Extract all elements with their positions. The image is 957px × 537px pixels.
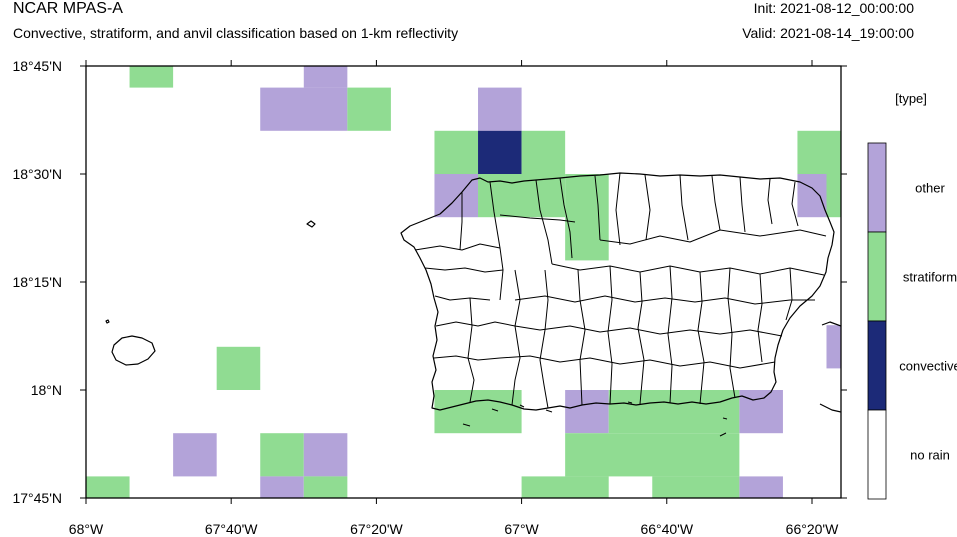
y-tick-label: 18°30'N [12, 166, 62, 182]
precip-type-cells [86, 66, 841, 498]
legend: [type] other stratiform convective no rain [867, 91, 957, 500]
legend-label: no rain [910, 448, 950, 463]
municipality-border [599, 229, 827, 245]
municipality-border [577, 269, 586, 406]
x-tick-label: 66°20'W [786, 521, 839, 537]
cell-other [260, 476, 304, 498]
legend-label: convective [899, 359, 957, 374]
municipality-border [514, 295, 815, 305]
y-tick-label: 17°45'N [12, 490, 62, 506]
municipality-border [514, 325, 783, 337]
municipality-border [434, 295, 491, 301]
municipality-border [535, 179, 553, 265]
mona-island-outline [111, 335, 156, 366]
legend-label: stratiform [903, 270, 957, 285]
main-island-outline [400, 172, 835, 411]
municipality-border [489, 181, 504, 301]
x-tick-label: 67°W [504, 521, 539, 537]
x-tick-label: 68°W [69, 521, 104, 537]
municipality-border [767, 178, 773, 225]
valid-time: Valid: 2021-08-14_19:00:00 [742, 25, 914, 41]
municipality-border [559, 177, 573, 259]
cell-other [173, 433, 217, 477]
cell-stratiform [347, 87, 391, 131]
x-tick-label: 66°40'W [640, 521, 693, 537]
municipality-border [607, 265, 613, 405]
x-tick-label: 67°40'W [205, 521, 258, 537]
municipality-border [459, 192, 463, 251]
municipality-border [711, 175, 721, 231]
cell-other [739, 476, 783, 498]
cell-stratiform [521, 130, 566, 174]
map-subtitle: Convective, stratiform, and anvil classi… [13, 25, 459, 41]
vieques-edge [819, 403, 841, 413]
municipality-border [539, 269, 549, 409]
cell-stratiform [434, 130, 479, 174]
cell-stratiform [521, 476, 609, 498]
municipality-border [697, 271, 705, 405]
init-time: Init: 2021-08-12_00:00:00 [753, 0, 914, 16]
municipality-border [414, 243, 501, 251]
cell-other [739, 390, 783, 434]
cell-stratiform [216, 346, 261, 390]
desecheo-island-outline [306, 220, 316, 228]
municipality-border [594, 175, 601, 241]
municipality-border [424, 267, 504, 273]
cell-stratiform [565, 174, 609, 261]
municipality-border [791, 181, 799, 227]
legend-label: other [915, 181, 945, 196]
municipality-border [637, 271, 645, 405]
monito-island-outline [105, 319, 110, 324]
municipality-border [615, 172, 621, 246]
cell-stratiform [652, 476, 740, 498]
municipality-border [667, 265, 673, 404]
cell-stratiform [478, 174, 566, 218]
municipality-border [433, 355, 501, 361]
legend-swatch [867, 142, 887, 233]
cell-other [260, 87, 348, 131]
municipality-border [727, 267, 736, 399]
cell-other [478, 87, 522, 131]
legend-title: [type] [895, 91, 927, 106]
municipality-border [644, 174, 651, 241]
cell-stratiform [434, 390, 522, 434]
municipality-border [785, 267, 793, 321]
municipality-border [739, 176, 746, 233]
cell-stratiform [797, 130, 841, 174]
cell-stratiform [129, 66, 174, 88]
y-tick-label: 18°45'N [12, 58, 62, 74]
cell-other [303, 66, 348, 88]
municipality-border [435, 321, 516, 327]
cell-stratiform [86, 476, 130, 498]
municipality-border [679, 174, 689, 241]
legend-swatch [867, 320, 887, 411]
cell-stratiform [565, 433, 740, 477]
culebra-edge [821, 321, 841, 327]
cell-other [565, 390, 609, 434]
municipality-border [467, 297, 475, 403]
cell-other [303, 433, 348, 477]
cell-stratiform [826, 174, 841, 218]
municipality-border [499, 355, 776, 369]
map-axes: 68°W 67°40'W 67°20'W 67°W 66°40'W 66°20'W 18°4… [12, 58, 847, 537]
cell-other [826, 325, 841, 369]
y-tick-label: 18°15'N [12, 274, 62, 290]
cell-convective [478, 130, 522, 174]
cell-other [797, 174, 827, 218]
cell-stratiform [303, 476, 348, 498]
municipality-boundaries [414, 172, 827, 409]
municipality-border [511, 269, 521, 406]
legend-swatch [867, 231, 887, 322]
municipality-border [551, 263, 825, 276]
y-tick-label: 18°N [31, 382, 62, 398]
cell-stratiform [260, 433, 304, 477]
map-title: NCAR MPAS-A [13, 0, 123, 17]
legend-swatch [867, 409, 887, 500]
puerto-rico-coastline [105, 172, 841, 437]
cell-stratiform [608, 390, 740, 434]
south-cays [462, 401, 728, 437]
municipality-border [757, 273, 763, 363]
x-tick-label: 67°20'W [350, 521, 403, 537]
